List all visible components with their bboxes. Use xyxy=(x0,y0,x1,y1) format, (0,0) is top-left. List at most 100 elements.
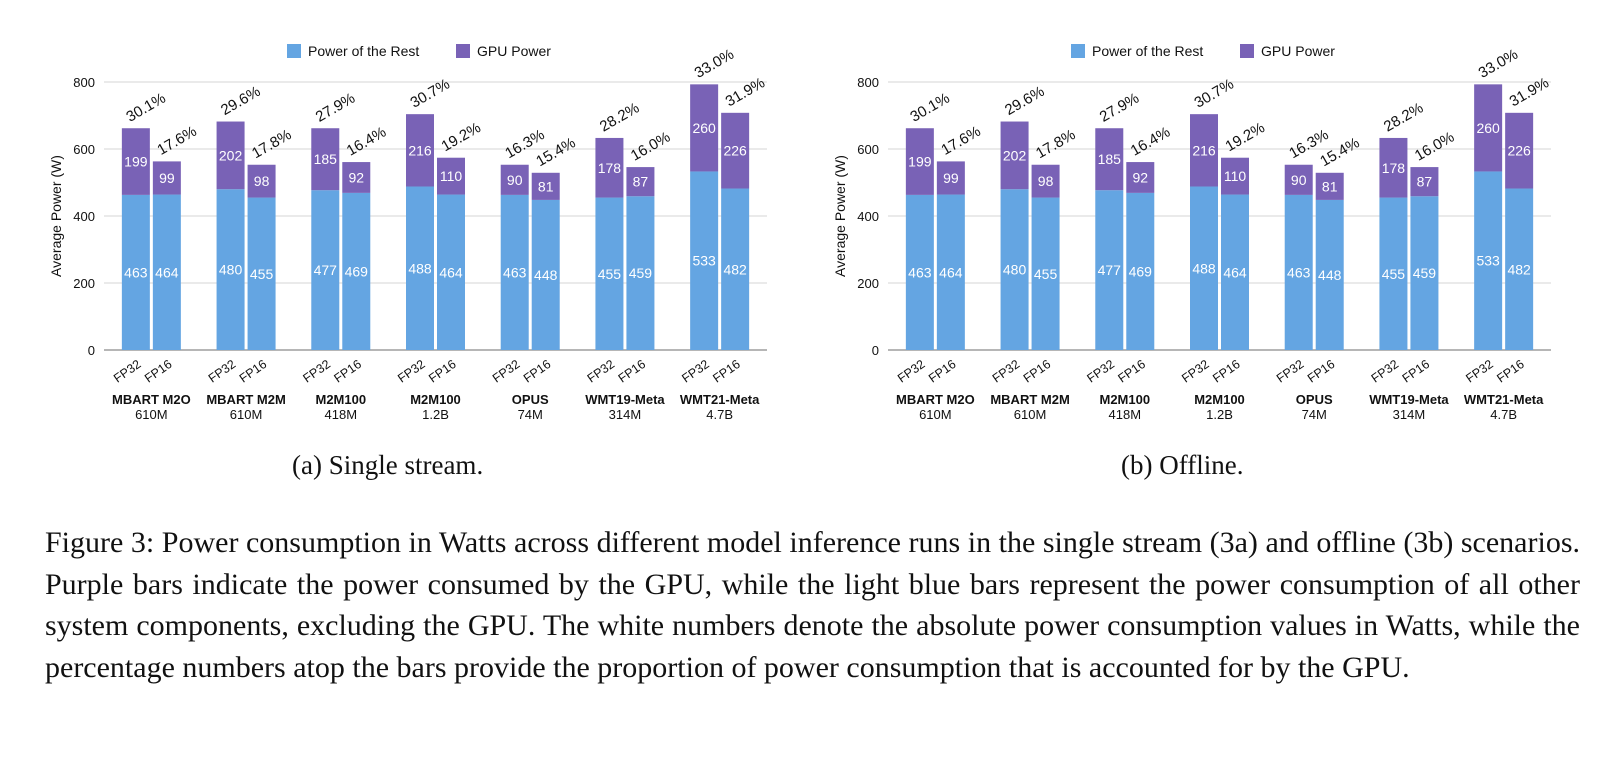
data-label-rest: 464 xyxy=(939,264,963,280)
x-tick-label: FP16 xyxy=(926,357,959,386)
group-model-label: OPUS xyxy=(1296,392,1333,407)
pct-label: 17.6% xyxy=(154,123,199,159)
data-label-rest: 469 xyxy=(345,263,369,279)
group-size-label: 314M xyxy=(1393,407,1426,422)
data-label-rest: 488 xyxy=(408,260,432,276)
y-tick-label: 800 xyxy=(73,75,95,90)
x-tick-label: FP16 xyxy=(521,357,554,386)
x-tick-label: FP32 xyxy=(1463,357,1496,386)
x-tick-label: FP16 xyxy=(426,357,459,386)
x-tick-label: FP16 xyxy=(1400,357,1433,386)
data-label-rest: 469 xyxy=(1129,263,1153,279)
bar-gpu xyxy=(500,164,529,195)
bar-gpu xyxy=(626,167,655,197)
pct-label: 29.6% xyxy=(218,83,263,119)
data-label-rest: 477 xyxy=(314,262,338,278)
x-tick-label: FP32 xyxy=(395,357,428,386)
bar-gpu xyxy=(1505,112,1534,189)
group-model-label: WMT21-Meta xyxy=(680,392,760,407)
bar-rest xyxy=(936,194,965,350)
group-size-label: 1.2B xyxy=(422,407,449,422)
pct-label: 19.2% xyxy=(439,119,484,155)
pct-label: 27.9% xyxy=(313,90,358,126)
data-label-rest: 488 xyxy=(1192,260,1216,276)
group-size-label: 4.7B xyxy=(1490,407,1517,422)
bar-gpu xyxy=(721,112,750,189)
legend-swatch-rest xyxy=(287,44,301,58)
data-label-rest: 464 xyxy=(155,264,179,280)
pct-label: 30.7% xyxy=(408,76,453,112)
data-label-gpu: 185 xyxy=(314,151,338,167)
pct-label: 31.9% xyxy=(1507,74,1552,110)
group-size-label: 1.2B xyxy=(1206,407,1233,422)
data-label-rest: 464 xyxy=(439,264,463,280)
data-label-gpu: 81 xyxy=(1322,178,1338,194)
data-label-rest: 463 xyxy=(1287,264,1311,280)
data-label-rest: 455 xyxy=(598,266,622,282)
bar-rest xyxy=(311,190,340,350)
data-label-rest: 459 xyxy=(1413,265,1437,281)
group-size-label: 418M xyxy=(325,407,358,422)
bar-rest xyxy=(342,192,371,350)
data-label-gpu: 185 xyxy=(1098,151,1122,167)
y-tick-label: 200 xyxy=(857,276,879,291)
data-label-rest: 455 xyxy=(1034,266,1058,282)
pct-label: 33.0% xyxy=(692,46,737,82)
data-label-rest: 448 xyxy=(534,267,558,283)
bar-gpu xyxy=(1315,172,1344,200)
x-tick-label: FP16 xyxy=(710,357,743,386)
legend-swatch-gpu xyxy=(456,44,470,58)
bar-rest xyxy=(1126,192,1155,350)
group-model-label: M2M100 xyxy=(1194,392,1245,407)
x-tick-label: FP16 xyxy=(1021,357,1054,386)
bar-gpu xyxy=(247,164,276,198)
bar-rest xyxy=(1000,189,1029,350)
bar-gpu xyxy=(121,128,150,195)
group-model-label: WMT19-Meta xyxy=(585,392,665,407)
legend-label-rest: Power of the Rest xyxy=(1092,43,1203,59)
bar-gpu xyxy=(216,121,245,190)
pct-label: 30.1% xyxy=(907,90,952,126)
data-label-gpu: 90 xyxy=(507,172,523,188)
x-tick-label: FP16 xyxy=(1494,357,1527,386)
bar-rest xyxy=(1031,197,1060,350)
group-model-label: WMT19-Meta xyxy=(1369,392,1449,407)
x-tick-label: FP32 xyxy=(111,357,144,386)
data-label-gpu: 178 xyxy=(598,160,622,176)
data-label-gpu: 99 xyxy=(943,170,959,186)
bar-gpu xyxy=(311,128,340,191)
bar-rest xyxy=(595,197,624,350)
group-model-label: MBART M2M xyxy=(990,392,1069,407)
x-tick-label: FP32 xyxy=(895,357,928,386)
data-label-rest: 482 xyxy=(1507,261,1531,277)
bar-rest xyxy=(905,194,934,350)
data-label-gpu: 92 xyxy=(348,169,364,185)
legend-swatch-gpu xyxy=(1240,44,1254,58)
data-label-rest: 480 xyxy=(1003,262,1027,278)
pct-label: 16.0% xyxy=(1412,129,1457,165)
group-size-label: 610M xyxy=(135,407,168,422)
bar-gpu xyxy=(1126,162,1155,193)
x-tick-label: FP32 xyxy=(1274,357,1307,386)
pct-label: 28.2% xyxy=(1381,99,1426,135)
x-tick-label: FP16 xyxy=(616,357,649,386)
legend-swatch-rest xyxy=(1071,44,1085,58)
data-label-gpu: 87 xyxy=(633,174,649,190)
bar-gpu xyxy=(1000,121,1029,190)
group-size-label: 74M xyxy=(518,407,543,422)
x-tick-label: FP32 xyxy=(1084,357,1117,386)
data-label-rest: 448 xyxy=(1318,267,1342,283)
bar-gpu xyxy=(1284,164,1313,195)
bar-gpu xyxy=(1095,128,1124,191)
data-label-rest: 455 xyxy=(1382,266,1406,282)
bar-rest xyxy=(1379,197,1408,350)
bar-rest xyxy=(1474,171,1503,350)
data-label-rest: 480 xyxy=(219,262,243,278)
data-label-rest: 477 xyxy=(1098,262,1122,278)
x-tick-label: FP16 xyxy=(1115,357,1148,386)
data-label-gpu: 216 xyxy=(408,142,432,158)
pct-label: 29.6% xyxy=(1002,83,1047,119)
figure-caption: Figure 3: Power consumption in Watts acr… xyxy=(45,526,1580,684)
bar-rest xyxy=(152,194,181,350)
x-tick-label: FP32 xyxy=(1179,357,1212,386)
